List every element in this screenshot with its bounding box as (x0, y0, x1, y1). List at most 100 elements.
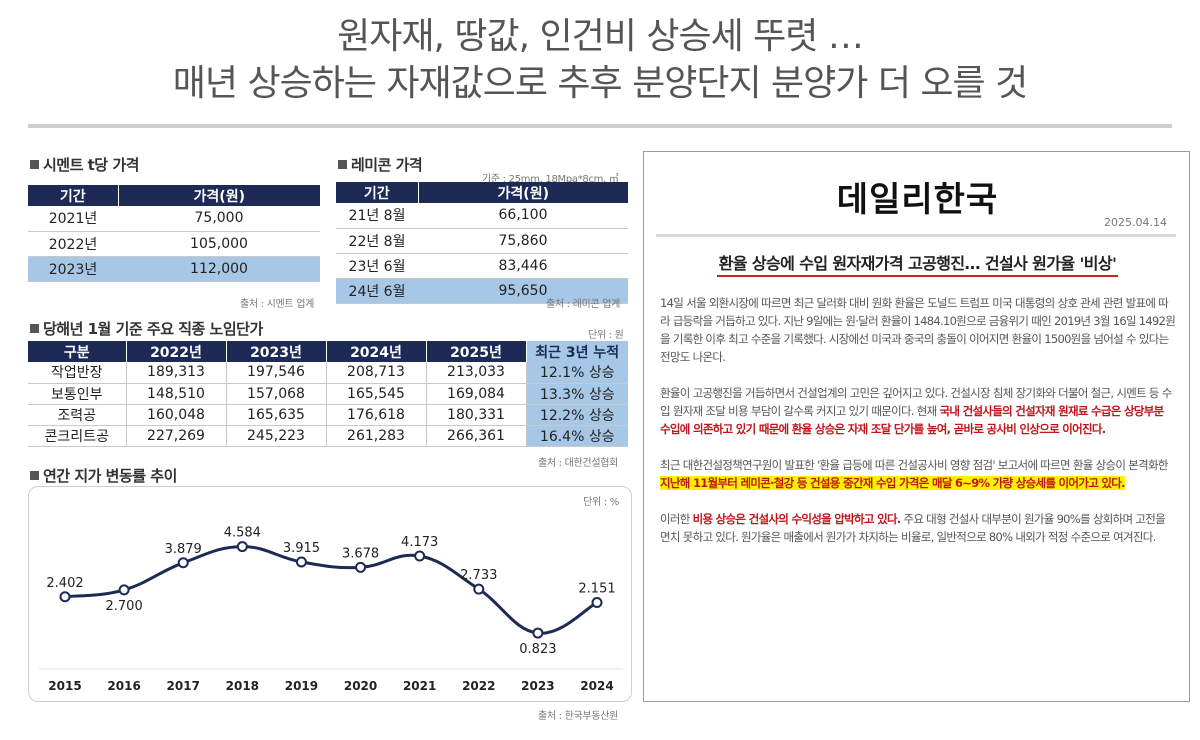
remicon-section-title: 레미콘 가격 (338, 154, 423, 175)
news-highlight: 지난해 11월부터 레미콘·철강 등 건설용 중간재 수입 가격은 매달 6~9… (660, 476, 1126, 490)
data-label: 2.700 (106, 599, 143, 614)
cell: 66,100 (418, 203, 628, 229)
wage-header-category: 구분 (28, 341, 127, 362)
data-point (532, 627, 544, 639)
cement-header-price: 가격(원) (118, 185, 320, 206)
cell: 245,223 (226, 425, 327, 447)
news-body: 14일 서울 외환시장에 따르면 최근 달러화 대비 원화 환율은 도널드 트럼… (660, 294, 1176, 564)
data-label: 2.151 (578, 582, 615, 597)
cell: 157,068 (226, 383, 327, 405)
cell: 23년 6월 (336, 253, 418, 279)
news-text: 최근 대한건설정책연구원이 발표한 '환율 급등에 따른 건설공사비 영향 점검… (660, 458, 1168, 472)
cell: 83,446 (418, 253, 628, 279)
cement-section-title: 시멘트 t당 가격 (30, 154, 139, 175)
cell: 112,000 (118, 256, 320, 282)
x-tick-label: 2024 (580, 679, 613, 693)
land-unit: 단위 : % (583, 497, 619, 508)
headline-divider (28, 124, 1172, 128)
wage-header-2024: 2024년 (326, 341, 427, 362)
data-point (473, 583, 485, 595)
cement-source: 출처 : 시멘트 업계 (240, 299, 315, 310)
land-source: 출처 : 한국부동산원 (538, 711, 619, 722)
cell: 176,618 (326, 404, 427, 426)
table-row-highlighted: 24년 6월 95,650 (336, 278, 628, 304)
news-divider (656, 234, 1176, 237)
table-row: 22년 8월 75,860 (336, 228, 628, 254)
table-row: 21년 8월 66,100 (336, 203, 628, 229)
table-row: 23년 6월 83,446 (336, 253, 628, 279)
data-point (355, 561, 367, 573)
cement-price-table: 기간 가격(원) 2021년 75,000 2022년 105,000 2023년 1… (28, 185, 320, 282)
data-label: 4.584 (224, 526, 261, 541)
news-text: 환율이 고공행진을 거듭하면서 건설업계의 고민은 깊어지고 있다. 건설시장 … (660, 386, 1172, 418)
square-bullet-icon (338, 160, 347, 169)
news-brand-logo: 데일리한국 (836, 180, 999, 220)
cell: 보통인부 (28, 383, 127, 405)
x-tick-label: 2019 (285, 679, 318, 693)
news-emphasis: 국내 건설사들의 건설자재 원재료 수급은 상당부분 수입에 의존하고 있기 때… (660, 404, 1164, 436)
land-price-chart: 단위 : % 2.402 2015 2.700 2016 3.879 2017 4.584 2… (28, 486, 632, 702)
cell: 95,650 (418, 278, 628, 304)
wage-unit: 단위 : 원 (588, 330, 624, 341)
cell: 165,545 (326, 383, 427, 405)
table-row: 작업반장 189,313 197,546 208,713 213,033 12.1% 상승 (28, 362, 628, 384)
cell: 148,510 (126, 383, 227, 405)
cell: 12.1% 상승 (526, 362, 628, 384)
news-paragraph-3: 최근 대한건설정책연구원이 발표한 '환율 급등에 따른 건설공사비 영향 점검… (660, 456, 1176, 492)
cell: 22년 8월 (336, 228, 418, 254)
cell: 75,860 (418, 228, 628, 254)
wage-section-title: 당해년 1월 기준 주요 직종 노임단가 (30, 318, 263, 339)
wage-source: 출처 : 대한건설협회 (538, 458, 619, 469)
data-label: 3.879 (165, 542, 202, 557)
cell: 180,331 (426, 404, 527, 426)
data-label: 4.173 (401, 535, 438, 550)
news-emphasis: 비용 상승은 건설사의 수익성을 압박하고 있다. (692, 512, 902, 526)
cell: 13.3% 상승 (526, 383, 628, 405)
wage-header-2025: 2025년 (426, 341, 527, 362)
data-point (177, 557, 189, 569)
cell: 16.4% 상승 (526, 425, 628, 447)
land-chart-svg: 2.402 2015 2.700 2016 3.879 2017 4.584 2018 3.91… (39, 526, 623, 693)
cell: 213,033 (426, 362, 527, 384)
cell: 160,048 (126, 404, 227, 426)
square-bullet-icon (30, 160, 39, 169)
cell: 2021년 (28, 206, 118, 232)
remicon-header-period: 기간 (336, 182, 419, 203)
data-label: 2.402 (46, 576, 83, 591)
cell: 24년 6월 (336, 278, 418, 304)
remicon-price-table: 기간 가격(원) 21년 8월 66,100 22년 8월 75,860 23년 6… (336, 182, 628, 304)
cell: 227,269 (126, 425, 227, 447)
land-title-text: 연간 지가 변동률 추이 (43, 467, 177, 485)
data-label: 3.915 (283, 541, 320, 556)
cell: 조력공 (28, 404, 127, 426)
cell: 165,635 (226, 404, 327, 426)
land-section-title: 연간 지가 변동률 추이 (30, 465, 177, 486)
news-paragraph-1: 14일 서울 외환시장에 따르면 최근 달러화 대비 원화 환율은 도널드 트럼… (660, 296, 1176, 364)
headline: 원자재, 땅값, 인건비 상승세 뚜렷 … 매년 상승하는 자재값으로 추후 분… (0, 14, 1200, 108)
cell: 2022년 (28, 231, 118, 257)
wage-title-text: 당해년 1월 기준 주요 직종 노임단가 (43, 320, 263, 338)
news-paragraph-4: 이러한 비용 상승은 건설사의 수익성을 압박하고 있다. 주요 대형 건설사 … (660, 510, 1176, 546)
cell: 2023년 (28, 256, 118, 282)
cell: 261,283 (326, 425, 427, 447)
cell: 169,084 (426, 383, 527, 405)
x-tick-label: 2023 (521, 679, 554, 693)
cement-header-period: 기간 (28, 185, 119, 206)
data-point (591, 597, 603, 609)
data-point (295, 556, 307, 568)
wage-header-2022: 2022년 (126, 341, 227, 362)
cell: 105,000 (118, 231, 320, 257)
cell: 75,000 (118, 206, 320, 232)
x-tick-label: 2016 (107, 679, 140, 693)
news-title-text: 환율 상승에 수입 원자재가격 고공행진… 건설사 원가율 '비상' (716, 254, 1119, 277)
cell: 콘크리트공 (28, 425, 127, 447)
cell: 12.2% 상승 (526, 404, 628, 426)
data-label: 3.678 (342, 546, 379, 561)
square-bullet-icon (30, 324, 39, 333)
wage-header-cumulative: 최근 3년 누적 (526, 341, 628, 362)
remicon-source: 출처 : 레미콘 업계 (546, 299, 621, 310)
table-row: 콘크리트공 227,269 245,223 261,283 266,361 16.4% 상… (28, 425, 628, 447)
data-point (59, 591, 71, 603)
data-label: 0.823 (519, 642, 556, 657)
data-point (236, 541, 248, 553)
